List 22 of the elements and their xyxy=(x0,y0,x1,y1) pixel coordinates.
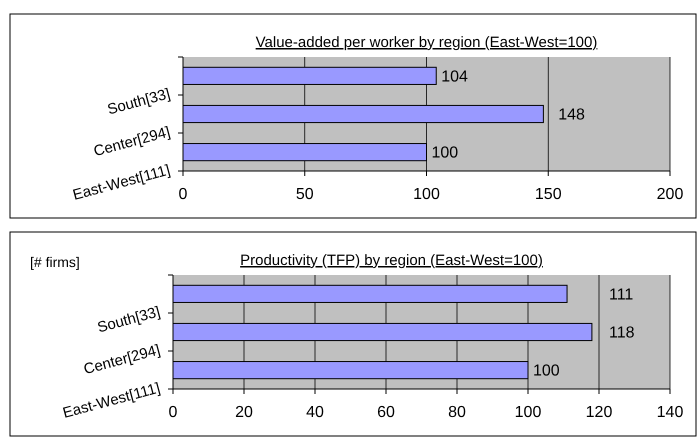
x-tick-label: 0 xyxy=(168,404,178,421)
data-label: 100 xyxy=(432,144,458,162)
chart-title: Productivity (TFP) by region (East-West=100) xyxy=(240,252,543,269)
x-tick-label: 40 xyxy=(306,404,324,421)
x-tick-label: 20 xyxy=(235,404,253,421)
x-tick-label: 0 xyxy=(178,186,188,203)
x-tick-label: 140 xyxy=(656,404,684,421)
x-tick-label: 120 xyxy=(586,404,612,421)
data-label: 104 xyxy=(441,68,468,86)
x-tick-label: 100 xyxy=(514,404,542,421)
x-tick-label: 200 xyxy=(656,186,684,203)
x-tick-label: 60 xyxy=(377,404,395,421)
x-tick-label: 50 xyxy=(296,186,314,203)
x-tick-label: 80 xyxy=(448,404,466,421)
x-tick-label: 100 xyxy=(413,186,440,203)
data-label: 100 xyxy=(533,362,560,380)
x-tick-label: 150 xyxy=(534,186,562,203)
data-label: 111 xyxy=(609,286,634,304)
text: [# firms] xyxy=(30,254,80,270)
chart-title: Value-added per worker by region (East-West=100) xyxy=(256,34,598,51)
data-label: 148 xyxy=(558,106,586,124)
data-label: 118 xyxy=(609,324,635,342)
